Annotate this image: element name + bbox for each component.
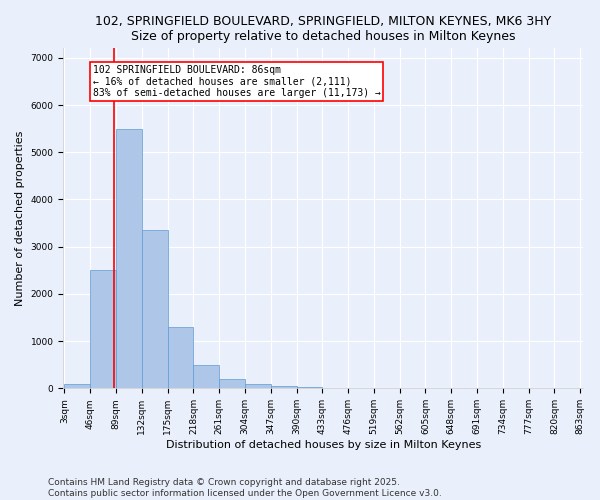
Text: 102 SPRINGFIELD BOULEVARD: 86sqm
← 16% of detached houses are smaller (2,111)
83: 102 SPRINGFIELD BOULEVARD: 86sqm ← 16% o… (92, 65, 380, 98)
Bar (90, 270, 116, 388)
Bar (245, 384, 271, 388)
Bar (271, 386, 296, 388)
Bar (116, 128, 142, 388)
Bar (219, 379, 245, 388)
Bar (64, 384, 90, 388)
Text: Contains HM Land Registry data © Crown copyright and database right 2025.
Contai: Contains HM Land Registry data © Crown c… (48, 478, 442, 498)
Y-axis label: Number of detached properties: Number of detached properties (15, 130, 25, 306)
X-axis label: Distribution of detached houses by size in Milton Keynes: Distribution of detached houses by size … (166, 440, 481, 450)
Bar (142, 230, 167, 388)
Bar (193, 364, 219, 388)
Title: 102, SPRINGFIELD BOULEVARD, SPRINGFIELD, MILTON KEYNES, MK6 3HY
Size of property: 102, SPRINGFIELD BOULEVARD, SPRINGFIELD,… (95, 15, 551, 43)
Bar (167, 327, 193, 388)
